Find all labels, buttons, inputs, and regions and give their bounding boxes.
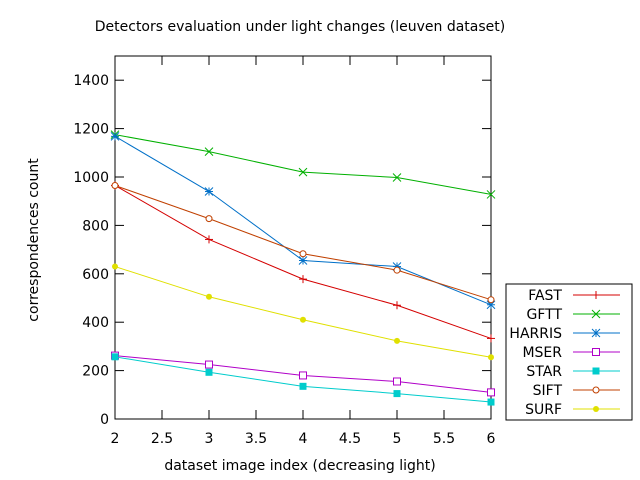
marker-stroke bbox=[298, 256, 308, 265]
legend-label-mser: MSER bbox=[522, 345, 562, 361]
legend-label-gftt: GFTT bbox=[526, 307, 562, 323]
legend-label-harris: HARRIS bbox=[509, 326, 562, 342]
legend-label-sift: SIFT bbox=[533, 383, 563, 399]
y-tick-label: 0 bbox=[100, 412, 109, 428]
data-point-sift bbox=[111, 181, 119, 189]
x-tick-label: 3.5 bbox=[245, 431, 267, 447]
legend-label-surf: SURF bbox=[525, 402, 562, 418]
data-point-mser bbox=[299, 371, 307, 380]
x-tick-label: 6 bbox=[487, 431, 496, 447]
legend-marker-sift bbox=[592, 386, 600, 394]
legend-label-star: STAR bbox=[526, 364, 562, 380]
data-point-star bbox=[393, 390, 401, 398]
x-tick-label: 2.5 bbox=[151, 431, 173, 447]
marker-stroke bbox=[591, 309, 601, 319]
data-point-surf bbox=[394, 337, 400, 344]
data-point-gftt bbox=[204, 147, 214, 156]
data-point-gftt bbox=[298, 167, 308, 177]
x-tick-label: 4.5 bbox=[339, 431, 361, 447]
data-point-surf bbox=[300, 316, 306, 323]
legend-marker-gftt bbox=[591, 309, 601, 319]
marker-stroke bbox=[392, 173, 402, 182]
data-point-mser bbox=[205, 360, 213, 369]
data-point-surf bbox=[206, 293, 212, 300]
axes: 0 200 400 600 800 1000 1200 1400 2 2.5 3 3.5 4 4.5 5 5.… bbox=[73, 55, 496, 447]
marker-stroke bbox=[110, 131, 120, 141]
x-tick-label: 5.5 bbox=[433, 431, 455, 447]
series-gftt bbox=[110, 130, 496, 199]
y-tick-label: 800 bbox=[82, 218, 109, 234]
data-point-harris bbox=[204, 187, 214, 196]
series-star bbox=[111, 353, 495, 406]
y-tick-label: 400 bbox=[82, 315, 109, 331]
marker-stroke bbox=[591, 328, 601, 338]
data-point-sift bbox=[299, 250, 307, 258]
legend-marker-harris bbox=[591, 328, 601, 338]
data-point-fast bbox=[393, 301, 401, 310]
y-tick-label: 200 bbox=[82, 364, 109, 380]
data-point-sift bbox=[393, 266, 401, 274]
data-point-mser bbox=[487, 388, 495, 397]
data-point-star bbox=[487, 398, 495, 406]
series-sift bbox=[111, 181, 495, 304]
y-tick-label: 1400 bbox=[73, 73, 109, 89]
data-point-harris bbox=[110, 131, 120, 141]
x-tick-label: 4 bbox=[299, 431, 308, 447]
marker-stroke bbox=[486, 190, 496, 199]
series-layer bbox=[110, 130, 496, 406]
legend-marker-fast bbox=[592, 291, 600, 299]
legend-marker-surf bbox=[593, 406, 599, 412]
plot-frame bbox=[114, 55, 492, 420]
x-tick-label: 5 bbox=[393, 431, 402, 447]
data-point-surf bbox=[112, 263, 118, 270]
series-surf bbox=[112, 263, 494, 361]
x-axis-label: dataset image index (decreasing light) bbox=[164, 458, 435, 474]
data-point-gftt bbox=[392, 173, 402, 182]
x-tick-label: 3 bbox=[205, 431, 214, 447]
data-point-harris bbox=[298, 256, 308, 265]
data-point-sift bbox=[487, 296, 495, 304]
legend: FAST GFTT HARRIS MSER STAR SIFT SURF bbox=[505, 283, 633, 421]
legend-label-fast: FAST bbox=[528, 288, 562, 304]
legend-marker-star bbox=[592, 367, 600, 375]
data-point-star bbox=[205, 368, 213, 376]
data-point-star bbox=[299, 382, 307, 390]
data-point-fast bbox=[487, 334, 495, 343]
legend-marker-mser bbox=[592, 348, 600, 356]
marker-stroke bbox=[298, 167, 308, 177]
series-line-gftt bbox=[114, 134, 492, 195]
y-tick-label: 600 bbox=[82, 267, 109, 283]
marker-stroke bbox=[486, 300, 496, 310]
y-tick-label: 1000 bbox=[73, 170, 109, 186]
data-point-sift bbox=[205, 215, 213, 223]
marker-stroke bbox=[204, 147, 214, 156]
marker-stroke bbox=[204, 187, 214, 196]
y-tick-label: 1200 bbox=[73, 122, 109, 138]
data-point-mser bbox=[393, 377, 401, 386]
data-point-gftt bbox=[486, 190, 496, 199]
x-tick-label: 2 bbox=[111, 431, 120, 447]
y-axis-label: correspondences count bbox=[26, 158, 42, 322]
chart-title: Detectors evaluation under light changes… bbox=[95, 19, 505, 35]
data-point-fast bbox=[299, 275, 307, 284]
data-point-star bbox=[111, 353, 119, 361]
data-point-surf bbox=[488, 354, 494, 361]
data-point-fast bbox=[205, 235, 213, 244]
